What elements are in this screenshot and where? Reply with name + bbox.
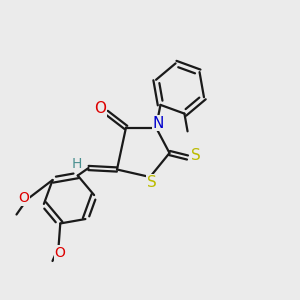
Text: N: N xyxy=(153,116,164,130)
Text: O: O xyxy=(94,101,106,116)
Text: O: O xyxy=(55,246,65,260)
Text: S: S xyxy=(191,148,201,164)
Text: S: S xyxy=(147,175,156,190)
Text: H: H xyxy=(71,157,82,170)
Text: O: O xyxy=(19,191,29,205)
